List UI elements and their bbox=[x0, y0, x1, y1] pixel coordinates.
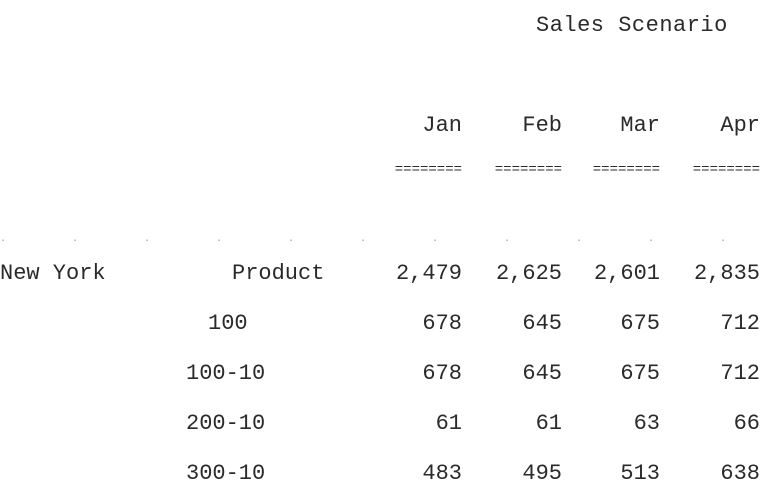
cell-product-feb: 2,625 bbox=[495, 261, 562, 286]
cell-300-10-jan: 483 bbox=[422, 461, 462, 486]
cell-100-apr: 712 bbox=[720, 311, 760, 336]
column-header-feb: Feb bbox=[522, 113, 562, 138]
cell-200-10-apr: 66 bbox=[733, 411, 760, 436]
column-header-jan: Jan bbox=[422, 113, 462, 138]
cell-product-apr: 2,835 bbox=[693, 261, 760, 286]
cell-100-mar: 675 bbox=[620, 311, 660, 336]
column-separator: ======== bbox=[494, 162, 562, 178]
column-separator: ======== bbox=[692, 162, 760, 178]
cell-200-10-jan: 61 bbox=[435, 411, 462, 436]
cell-product-mar: 2,601 bbox=[593, 261, 660, 286]
cell-product-jan: 2,479 bbox=[395, 261, 462, 286]
cell-200-10-mar: 63 bbox=[633, 411, 660, 436]
row-label-product: Product bbox=[232, 261, 325, 286]
cell-100-10-jan: 678 bbox=[422, 361, 462, 386]
row-label-100: 100 bbox=[208, 311, 248, 336]
column-header-mar: Mar bbox=[620, 113, 660, 138]
cell-200-10-feb: 61 bbox=[535, 411, 562, 436]
row-label-300-10: 300-10 bbox=[186, 461, 266, 486]
cell-100-10-mar: 675 bbox=[620, 361, 660, 386]
column-header-apr: Apr bbox=[720, 113, 760, 138]
row-label-200-10: 200-10 bbox=[186, 411, 266, 436]
cell-300-10-feb: 495 bbox=[522, 461, 562, 486]
cell-100-feb: 645 bbox=[522, 311, 562, 336]
market-label: New York bbox=[0, 261, 106, 286]
row-label-100-10: 100-10 bbox=[186, 361, 266, 386]
column-separator: ======== bbox=[394, 162, 462, 178]
report-title: Sales Scenario bbox=[536, 13, 728, 38]
cell-100-jan: 678 bbox=[422, 311, 462, 336]
cell-300-10-apr: 638 bbox=[720, 461, 760, 486]
column-separator: ======== bbox=[592, 162, 660, 178]
cell-100-10-apr: 712 bbox=[720, 361, 760, 386]
dot-guide: · · · · · · · · · · · bbox=[0, 236, 745, 247]
cell-100-10-feb: 645 bbox=[522, 361, 562, 386]
cell-300-10-mar: 513 bbox=[620, 461, 660, 486]
